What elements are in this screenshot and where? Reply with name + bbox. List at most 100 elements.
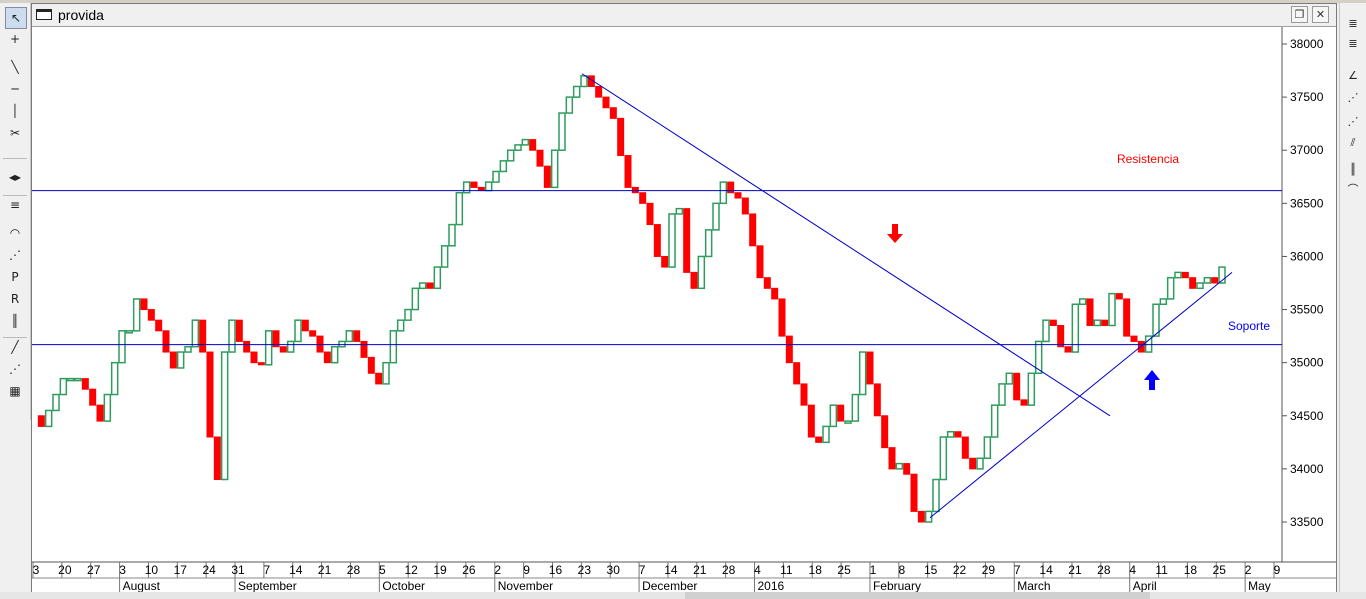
up-candle [184, 345, 192, 353]
down-candle [140, 298, 148, 311]
up-candle [822, 425, 830, 444]
horizontal-scrollbar[interactable] [0, 592, 1366, 599]
x-tick-label: 19 [433, 563, 447, 577]
parallel-lines-icon[interactable]: ⫽ [1350, 136, 1356, 149]
fibonacci-p-tool-icon[interactable]: P [11, 270, 19, 284]
down-candle [1013, 372, 1021, 401]
gann-fan-icon[interactable]: ⋰ [1347, 90, 1359, 104]
x-tick-label: 27 [87, 563, 101, 577]
restore-button[interactable]: ❐ [1291, 6, 1308, 23]
x-tick-label: 20 [58, 563, 72, 577]
close-icon: ✕ [1315, 8, 1326, 21]
month-label: September [238, 579, 297, 593]
down-candle [741, 197, 749, 215]
down-candle [147, 309, 155, 321]
up-candle [1166, 276, 1175, 300]
arc-right-icon[interactable]: ⌒ [1347, 183, 1359, 196]
x-tick-label: 25 [1213, 563, 1227, 577]
down-candle [89, 388, 97, 406]
channel-tool-icon[interactable]: ≡ [9, 198, 21, 212]
close-button[interactable]: ✕ [1312, 6, 1329, 23]
up-candle [712, 202, 720, 231]
up-candle [492, 170, 500, 183]
down-candle [763, 277, 771, 289]
window-titlebar[interactable]: provida ❐ ✕ [32, 4, 1336, 27]
up-candle [990, 404, 999, 438]
down-candle [1123, 298, 1131, 337]
x-tick-label: 16 [549, 563, 563, 577]
x-tick-label: 3 [119, 563, 126, 577]
up-candle [125, 330, 134, 334]
up-candle [514, 144, 522, 151]
up-candle [697, 255, 706, 290]
down-candle [1130, 335, 1138, 342]
up-candle [976, 457, 984, 470]
down-candle [815, 436, 823, 443]
x-tick-label: 26 [462, 563, 476, 577]
up-candle [484, 181, 493, 192]
down-candle [595, 85, 603, 98]
up-candle [572, 85, 581, 98]
up-candle [338, 340, 346, 348]
x-tick-label: 21 [318, 563, 332, 577]
up-candle [1152, 303, 1160, 337]
line-tool-icon[interactable]: ╱ [11, 340, 19, 354]
scrollbar-thumb[interactable] [685, 592, 1150, 599]
grid-tool-icon[interactable]: ▦ [9, 384, 21, 398]
down-candle [961, 436, 969, 459]
fan-tool-icon[interactable]: ⋰ [9, 248, 21, 262]
up-candle [719, 181, 728, 205]
up-candle [499, 160, 508, 173]
down-candle [734, 192, 742, 199]
down-candle [1181, 271, 1189, 279]
sell-arrow-icon [887, 224, 903, 243]
up-candle [1159, 298, 1168, 305]
down-candle [661, 255, 669, 268]
price-chart[interactable]: 33500 34000 34500 35000 35500 36000 36500 37000… [32, 27, 1336, 593]
cursor-tool-icon[interactable]: ↖ [5, 7, 27, 29]
x-tick-label: 28 [1097, 563, 1111, 577]
up-candle [103, 393, 112, 422]
delete-line-tool-icon[interactable]: ✂ [9, 126, 21, 140]
arc-tool-icon[interactable]: ◠ [9, 226, 21, 240]
scroll-tool-icon[interactable]: ◂▸ [8, 170, 22, 184]
month-label: December [642, 579, 697, 593]
month-label: February [873, 579, 921, 593]
fib-retracement-icon[interactable]: ≣ [1348, 16, 1358, 30]
down-candle [96, 404, 104, 422]
speed-resistance-icon[interactable]: ⋰ [1347, 114, 1359, 128]
up-candle [1042, 319, 1050, 343]
vertical-line-tool-icon[interactable]: │ [11, 104, 19, 118]
down-candle [617, 117, 625, 157]
angle-tool-icon[interactable]: ∠ [1348, 68, 1358, 82]
crosshair-tool-icon[interactable]: + [9, 32, 21, 46]
up-candle [895, 462, 904, 470]
x-tick-label: 17 [174, 563, 188, 577]
x-tick-label: 30 [607, 563, 621, 577]
y-tick-label: 34000 [1290, 462, 1324, 476]
cycle-tool-icon[interactable]: ║ [1349, 162, 1357, 176]
down-candle [323, 351, 331, 364]
down-candle [316, 335, 324, 353]
up-candle [1034, 340, 1043, 375]
x-tick-label: 7 [264, 563, 271, 577]
up-candle [433, 266, 442, 290]
up-candle [932, 478, 940, 513]
x-tick-label: 4 [1129, 563, 1136, 577]
horizontal-line-tool-icon[interactable]: ─ [11, 82, 19, 96]
resistance-label: Resistencia [1117, 152, 1179, 166]
down-candle [81, 378, 89, 390]
down-candle [529, 139, 537, 151]
down-candle [756, 245, 764, 279]
fib-extension-icon[interactable]: ≣ [1348, 36, 1358, 50]
trendline-tool-icon[interactable]: ╲ [11, 60, 19, 74]
fibonacci-r-tool-icon[interactable]: R [10, 292, 20, 306]
restore-icon: ❐ [1294, 8, 1305, 21]
speed-lines-tool-icon[interactable]: ⋰ [9, 362, 21, 376]
down-candle [1101, 319, 1109, 326]
up-candle [110, 361, 119, 396]
down-candle [206, 351, 214, 438]
up-candle [228, 319, 236, 353]
cycle-lines-tool-icon[interactable]: ║ [11, 314, 19, 328]
down-candle [243, 340, 251, 353]
